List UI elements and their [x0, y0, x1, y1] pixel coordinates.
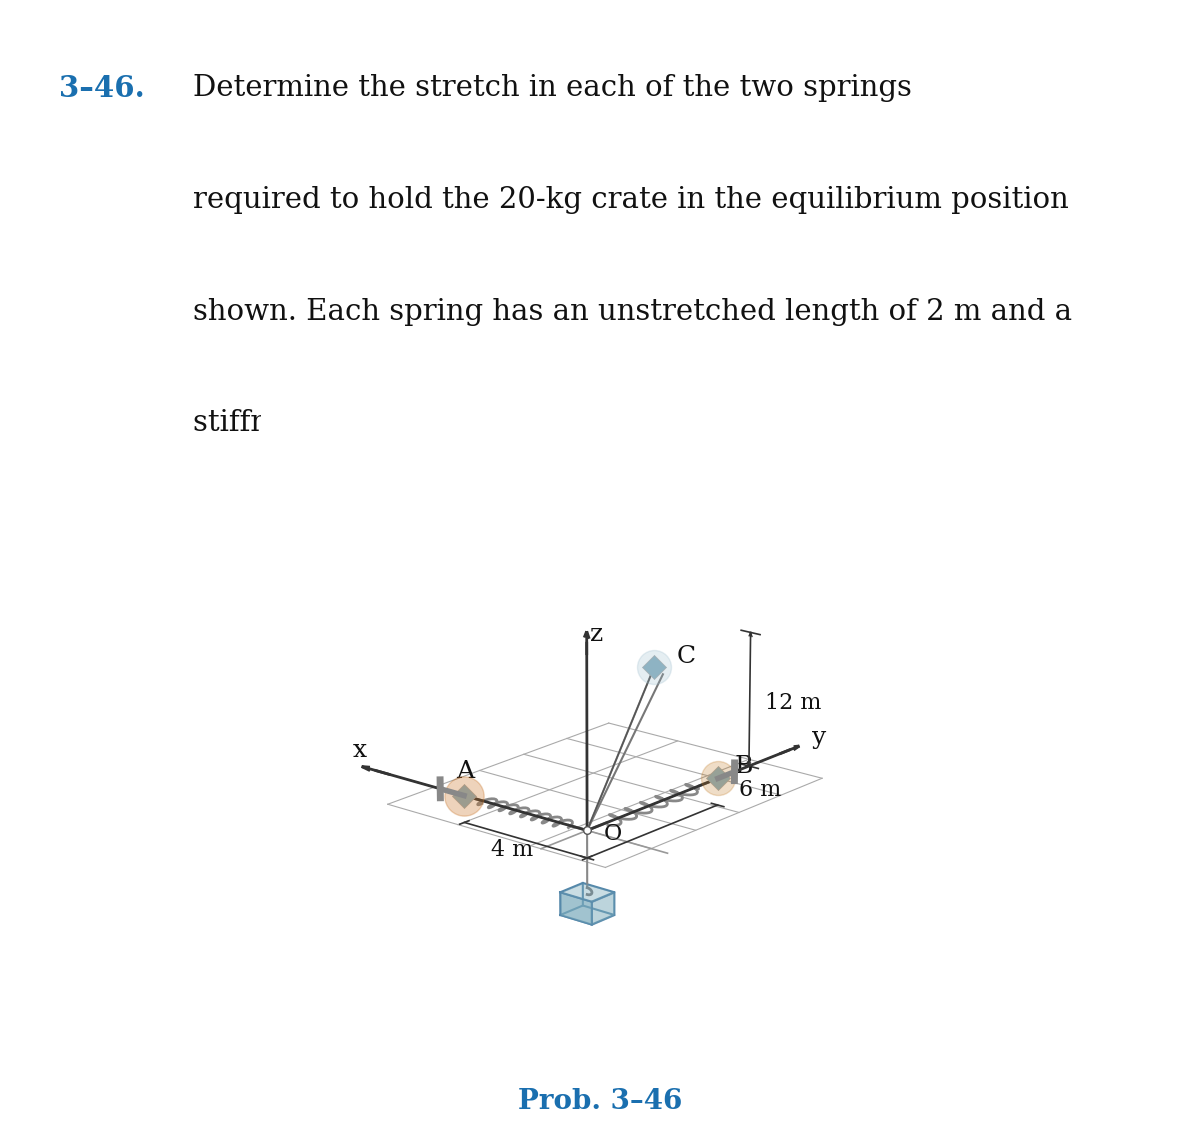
- Text: required to hold the 20-kg crate in the equilibrium position: required to hold the 20-kg crate in the …: [193, 185, 1069, 214]
- Text: Determine the stretch in each of the two springs: Determine the stretch in each of the two…: [193, 75, 912, 102]
- Text: shown. Each spring has an unstretched length of 2 m and a: shown. Each spring has an unstretched le…: [193, 297, 1073, 326]
- Text: stiffness of: stiffness of: [193, 409, 364, 438]
- Text: = 300 N/m.: = 300 N/m.: [520, 409, 698, 438]
- Text: k: k: [490, 409, 508, 438]
- Text: 3–46.: 3–46.: [59, 75, 145, 103]
- Text: Prob. 3–46: Prob. 3–46: [518, 1088, 682, 1115]
